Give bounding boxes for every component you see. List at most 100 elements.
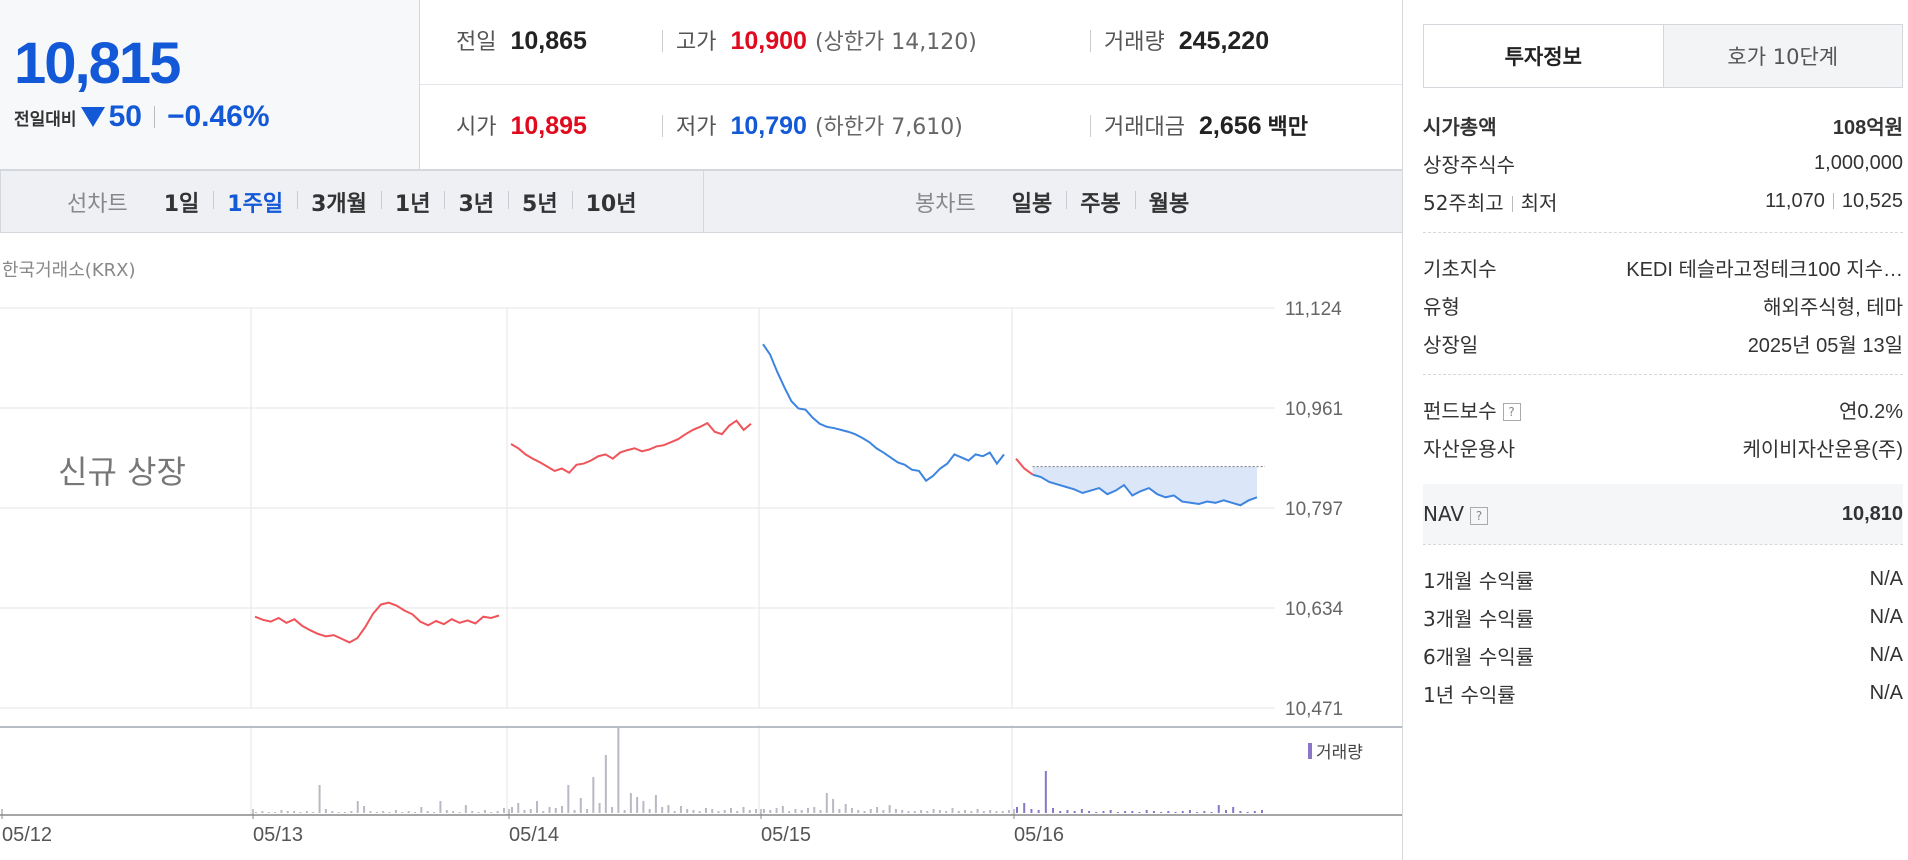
volume-bar	[293, 811, 296, 813]
high-stat: 고가 10,900 (상한가 14,120)	[676, 24, 977, 56]
info-row: 상장일 2025년 05월 13일	[1423, 324, 1903, 362]
stat-value: 10,790	[730, 112, 807, 140]
volume-bar	[573, 810, 576, 813]
volume-bar	[413, 812, 416, 813]
tab-candle-주봉[interactable]: 주봉	[1066, 186, 1134, 218]
volume-bar	[1210, 812, 1213, 813]
stat-value: 2,656	[1198, 112, 1262, 140]
volume-bar	[742, 807, 745, 813]
high52-label: 52주최고	[1423, 190, 1504, 215]
tab-candle-일봉[interactable]: 일봉	[1011, 191, 1053, 217]
volume-bar	[363, 806, 366, 813]
volume-bar	[1217, 805, 1220, 813]
volume-bar	[913, 811, 916, 813]
volume-bar	[654, 795, 657, 813]
market-cap-section: 시가총액 108억원 상장주식수 1,000,000 52주최고 최저 11,07…	[1423, 106, 1903, 220]
tab-investment-info[interactable]: 투자정보	[1424, 25, 1664, 87]
volume-bar	[763, 809, 765, 813]
volume-bar	[1095, 812, 1098, 813]
volume-bar	[529, 809, 532, 813]
help-icon[interactable]: ?	[1470, 506, 1489, 525]
info-label: NAV?	[1423, 502, 1489, 526]
volume-bar	[344, 812, 347, 813]
candle-chart-label: 봉차트	[915, 191, 976, 217]
stat-value: 10,895	[510, 112, 587, 140]
volume-bar	[604, 755, 607, 813]
x-tick-label: 05/13	[253, 824, 304, 846]
info-label: 6개월 수익률	[1423, 644, 1535, 669]
volume-bar	[1102, 811, 1105, 813]
info-value: 2025년 05월 13일	[1747, 334, 1903, 357]
y-tick-label: 10,961	[1285, 399, 1343, 420]
volume-bar	[989, 810, 992, 813]
volume-bar	[636, 797, 639, 813]
volume-bar	[490, 812, 493, 813]
volume-bar	[458, 812, 461, 813]
volume-bar	[401, 812, 404, 813]
volume-bar	[1203, 811, 1206, 813]
x-tick-label: 05/16	[1014, 824, 1065, 846]
panel-tabs: 투자정보 호가 10단계	[1423, 24, 1903, 88]
volume-bar	[280, 810, 283, 813]
volume-bar	[673, 811, 676, 813]
x-tick-label: 05/14	[509, 824, 560, 846]
volume-bar	[554, 808, 557, 813]
volume-bar	[1246, 812, 1249, 813]
volume-bar	[503, 808, 505, 813]
tab-line-10년[interactable]: 10년	[571, 186, 651, 218]
change-percent: −0.46%	[166, 100, 270, 133]
y-tick-label: 10,797	[1285, 499, 1343, 520]
volume-bar	[1188, 810, 1191, 813]
volume-bar	[642, 801, 645, 813]
info-label: 상장주식수	[1423, 152, 1515, 177]
tab-line-3개월[interactable]: 3개월	[297, 186, 381, 218]
stat-label: 거래대금	[1104, 115, 1185, 140]
divider	[1090, 115, 1091, 137]
info-row: 자산운용사 케이비자산운용(주)	[1423, 428, 1903, 466]
volume-bar	[1059, 811, 1062, 813]
volume-bar	[769, 810, 772, 813]
info-label: 기초지수	[1423, 256, 1497, 281]
volume-bar	[382, 811, 385, 813]
volume-bar	[1008, 810, 1010, 813]
volume-bar	[748, 810, 751, 813]
stats-row: 시가 10,895 저가 10,790 (하한가 7,610) 거래대금 2,6…	[420, 85, 1402, 170]
info-row: NAV? 10,810	[1423, 484, 1903, 544]
tab-line-5년[interactable]: 5년	[508, 186, 572, 218]
price-chart[interactable]: 11,124 10,961 10,797 10,634 10,471 신규 상장	[0, 295, 1402, 820]
volume-bar	[1088, 811, 1091, 813]
tab-line-1일[interactable]: 1일	[163, 191, 200, 217]
nav-value: 10,810	[1841, 502, 1903, 525]
volume-bar	[1131, 811, 1134, 813]
candle-chart-tabs: 봉차트 일봉 주봉 월봉	[915, 171, 1203, 232]
volume-bar	[1196, 812, 1199, 813]
volume-bar	[312, 812, 315, 813]
info-value: 108억원	[1832, 116, 1903, 139]
volume-bar	[407, 811, 410, 813]
price-line-down	[1032, 473, 1258, 507]
info-value: 케이비자산운용(주)	[1742, 438, 1903, 461]
trade-value-stat: 거래대금 2,656 백만	[1104, 109, 1308, 141]
info-value: N/A	[1869, 643, 1903, 666]
volume-bar	[775, 808, 778, 813]
volume-bar	[938, 810, 941, 813]
info-row-52week: 52주최고 최저 11,070 10,525	[1423, 182, 1903, 220]
info-label: 1개월 수익률	[1423, 568, 1535, 593]
volume-bar	[982, 811, 985, 813]
volume-bar	[483, 810, 486, 813]
volume-bar	[932, 809, 935, 813]
volume-bar	[369, 811, 372, 813]
price-line-down	[762, 343, 1005, 483]
help-icon[interactable]: ?	[1502, 403, 1521, 421]
tab-candle-월봉[interactable]: 월봉	[1134, 186, 1203, 218]
tab-line-1년[interactable]: 1년	[380, 186, 445, 218]
tab-line-3년[interactable]: 3년	[444, 186, 508, 218]
tab-line-1주일[interactable]: 1주일	[213, 186, 297, 218]
volume-bar	[433, 812, 436, 813]
volume-bar	[970, 811, 973, 813]
down-triangle-icon	[80, 107, 105, 127]
volume-bar	[1066, 810, 1069, 813]
tab-orderbook-10[interactable]: 호가 10단계	[1663, 25, 1902, 87]
volume-bar	[1261, 810, 1263, 813]
info-value: 연0.2%	[1839, 400, 1903, 423]
